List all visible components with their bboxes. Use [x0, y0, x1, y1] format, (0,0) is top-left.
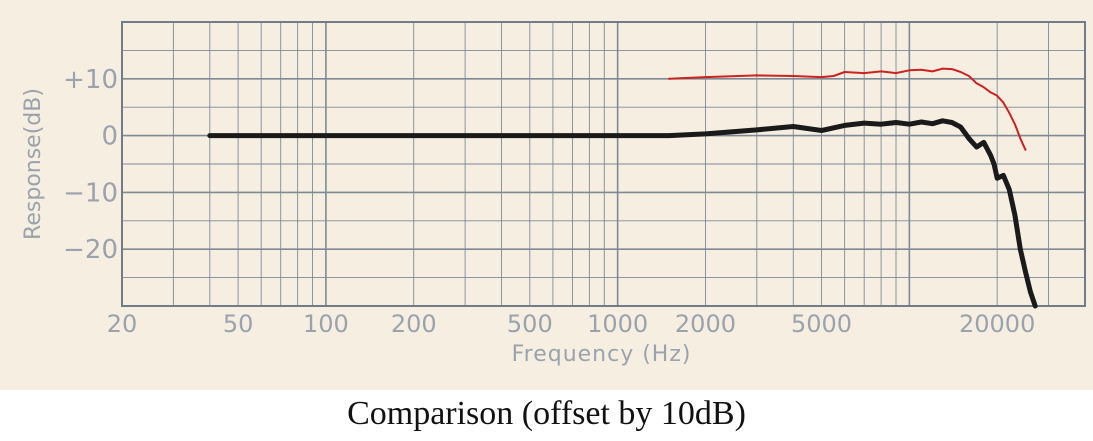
plot-frame	[121, 21, 1086, 307]
y-tick-label: 0	[101, 122, 118, 152]
x-tick-label: 20000	[959, 310, 1035, 338]
y-tick-label: −10	[63, 178, 118, 208]
x-tick-label: 500	[507, 310, 553, 338]
y-tick-label: −20	[63, 235, 118, 265]
x-tick-label: 2000	[675, 310, 736, 338]
series-line-2	[668, 67, 1027, 151]
frequency-response-chart: 20 50 100 200 500 1000 2000 5000 20000 +10 0 −10 −20…	[21, 21, 1086, 367]
series-layer	[207, 67, 1038, 309]
x-tick-label: 5000	[791, 310, 852, 338]
chart-background	[0, 0, 1093, 390]
tick-labels: 20 50 100 200 500 1000 2000 5000 20000 +10 0 −10 −20	[63, 65, 1035, 338]
x-tick-label: 100	[303, 310, 349, 338]
chart-caption: Comparison (offset by 10dB)	[347, 395, 746, 432]
x-tick-label: 50	[223, 310, 254, 338]
y-axis-label: Response(dB)	[21, 88, 46, 240]
x-tick-label: 20	[107, 310, 138, 338]
y-tick-label: +10	[63, 65, 118, 95]
x-tick-label: 1000	[587, 310, 648, 338]
x-tick-label: 200	[391, 310, 437, 338]
series-line-1	[207, 118, 1038, 309]
grid-major-lines	[122, 22, 1085, 306]
x-axis-label: Frequency (Hz)	[512, 342, 692, 367]
